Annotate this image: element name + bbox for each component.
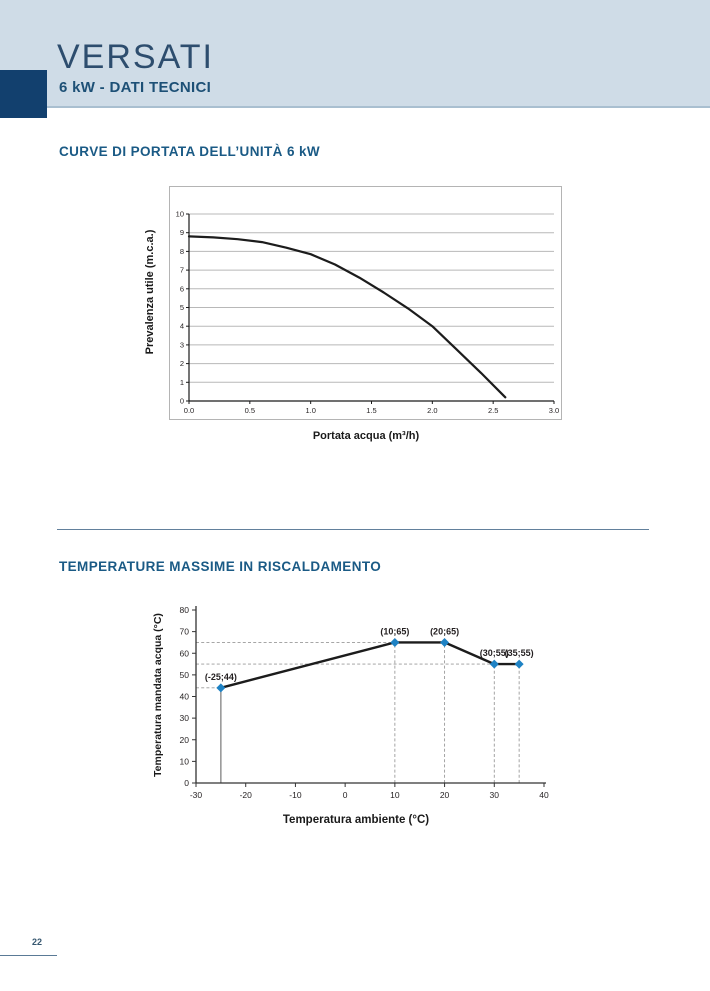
data-point-marker — [216, 683, 226, 693]
y-tick-label: 8 — [180, 247, 184, 256]
page-number: 22 — [32, 937, 43, 947]
y-tick-label: 10 — [176, 210, 184, 219]
x-tick-label: 0.0 — [184, 406, 194, 415]
y-tick-label: 5 — [180, 303, 184, 312]
point-label: (-25;44) — [205, 672, 237, 682]
y-tick-label: 0 — [180, 397, 184, 406]
y-tick-label: 20 — [180, 735, 190, 745]
x-tick-label: -30 — [190, 790, 203, 800]
x-tick-label: 1.5 — [366, 406, 376, 415]
x-tick-label: -10 — [289, 790, 302, 800]
y-tick-label: 9 — [180, 228, 184, 237]
flow-curve-plot: 0 1 2 3 4 5 6 7 8 9 10 0.0 0.5 1.0 1.5 2.0 2.5 3.0 — [176, 210, 560, 416]
x-tick-label: 1.0 — [305, 406, 315, 415]
data-point-marker — [440, 637, 450, 647]
x-tick-label: 30 — [490, 790, 500, 800]
temp-line — [220, 641, 520, 689]
flow-chart-y-axis-label: Prevalenza utile (m.c.a.) — [144, 229, 156, 355]
point-label: (35;55) — [505, 648, 534, 658]
y-tick-label: 70 — [180, 627, 190, 637]
footer-line — [0, 955, 57, 956]
y-tick-label: 80 — [180, 605, 190, 615]
y-tick-label: 10 — [180, 756, 190, 766]
section-title-flow-curves: CURVE DI PORTATA DELL’UNITÀ 6 kW — [59, 144, 321, 159]
x-tick-label: 0.5 — [245, 406, 255, 415]
brand-title: VERSATI — [57, 38, 214, 76]
y-tick-label: 60 — [180, 648, 190, 658]
point-label: (20;65) — [430, 626, 459, 636]
x-tick-label: -20 — [240, 790, 253, 800]
x-tick-label: 3.0 — [549, 406, 559, 415]
section-title-max-temp: TEMPERATURE MASSIME IN RISCALDAMENTO — [59, 559, 382, 574]
data-point-marker — [489, 659, 499, 669]
accent-square — [0, 70, 47, 118]
x-tick-label: 2.5 — [488, 406, 498, 415]
y-tick-label: 7 — [180, 266, 184, 275]
y-tick-label: 50 — [180, 670, 190, 680]
max-temp-plot: 0 10 20 30 40 50 60 70 80 -30 -20 -10 0 10 20 30 40 (-25;… — [180, 605, 549, 800]
y-tick-label: 6 — [180, 284, 184, 293]
flow-chart-x-axis-label: Portata acqua (m³/h) — [312, 430, 420, 442]
flow-curve-line — [187, 235, 507, 399]
x-tick-label: 40 — [539, 790, 549, 800]
section-divider — [57, 529, 649, 530]
max-temp-chart: 0 10 20 30 40 50 60 70 80 -30 -20 -10 0 10 20 30 40 (-25;… — [140, 600, 570, 835]
y-tick-label: 0 — [184, 778, 189, 788]
point-label: (10;65) — [380, 626, 409, 636]
flow-curve-chart: 0 1 2 3 4 5 6 7 8 9 10 0.0 0.5 1.0 1.5 2.0 2.5 3.0 — [169, 186, 562, 420]
data-point-marker — [514, 659, 524, 669]
temp-chart-x-axis-label: Temperatura ambiente (°C) — [282, 814, 430, 826]
x-tick-label: 10 — [390, 790, 400, 800]
data-point-marker — [390, 637, 400, 647]
y-tick-label: 3 — [180, 340, 184, 349]
y-tick-label: 1 — [180, 378, 184, 387]
point-label: (30;55) — [480, 648, 509, 658]
temp-chart-y-axis-label: Temperatura mandata acqua (°C) — [152, 613, 164, 777]
y-tick-label: 4 — [180, 322, 184, 331]
page-header: VERSATI 6 kW - DATI TECNICI — [0, 0, 710, 108]
y-tick-label: 30 — [180, 713, 190, 723]
y-tick-label: 2 — [180, 359, 184, 368]
x-tick-label: 0 — [343, 790, 348, 800]
x-tick-label: 20 — [440, 790, 450, 800]
page-subtitle: 6 kW - DATI TECNICI — [59, 79, 212, 96]
x-tick-label: 2.0 — [427, 406, 437, 415]
y-tick-label: 40 — [180, 692, 190, 702]
